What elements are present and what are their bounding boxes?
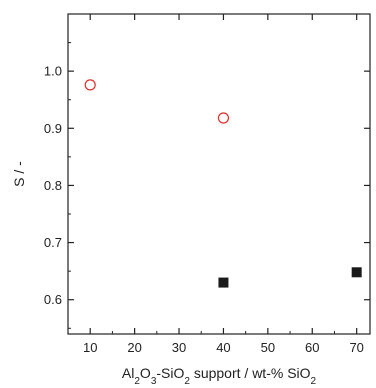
data-point-filled-square: [218, 277, 229, 288]
x-axis-title: Al2O3-SiO2 support / wt-% SiO2: [122, 365, 317, 387]
data-points: [84, 79, 362, 288]
data-point-open-circle: [84, 79, 96, 91]
y-tick-label: 0.7: [44, 235, 62, 250]
data-point-open-circle: [217, 112, 230, 124]
x-tick-label: 60: [305, 340, 319, 355]
x-tick-label: 40: [216, 340, 230, 355]
y-axis: 0.6 0.7 0.8 0.9 1.0: [44, 42, 370, 329]
y-tick-label: 0.9: [44, 121, 62, 136]
data-point-filled-square: [351, 267, 362, 278]
plot-frame: [67, 13, 371, 335]
y-tick-label: 0.6: [44, 292, 62, 307]
x-tick-label: 50: [261, 340, 275, 355]
x-tick-label: 10: [83, 340, 97, 355]
x-tick-label: 30: [172, 340, 186, 355]
y-tick-label: 0.8: [44, 178, 62, 193]
y-axis-title: S / -: [11, 161, 27, 187]
x-axis: 10 20 30 40 50 60 70: [67, 14, 364, 355]
x-tick-label: 70: [349, 340, 363, 355]
x-tick-label: 20: [127, 340, 141, 355]
y-tick-label: 1.0: [44, 64, 62, 79]
